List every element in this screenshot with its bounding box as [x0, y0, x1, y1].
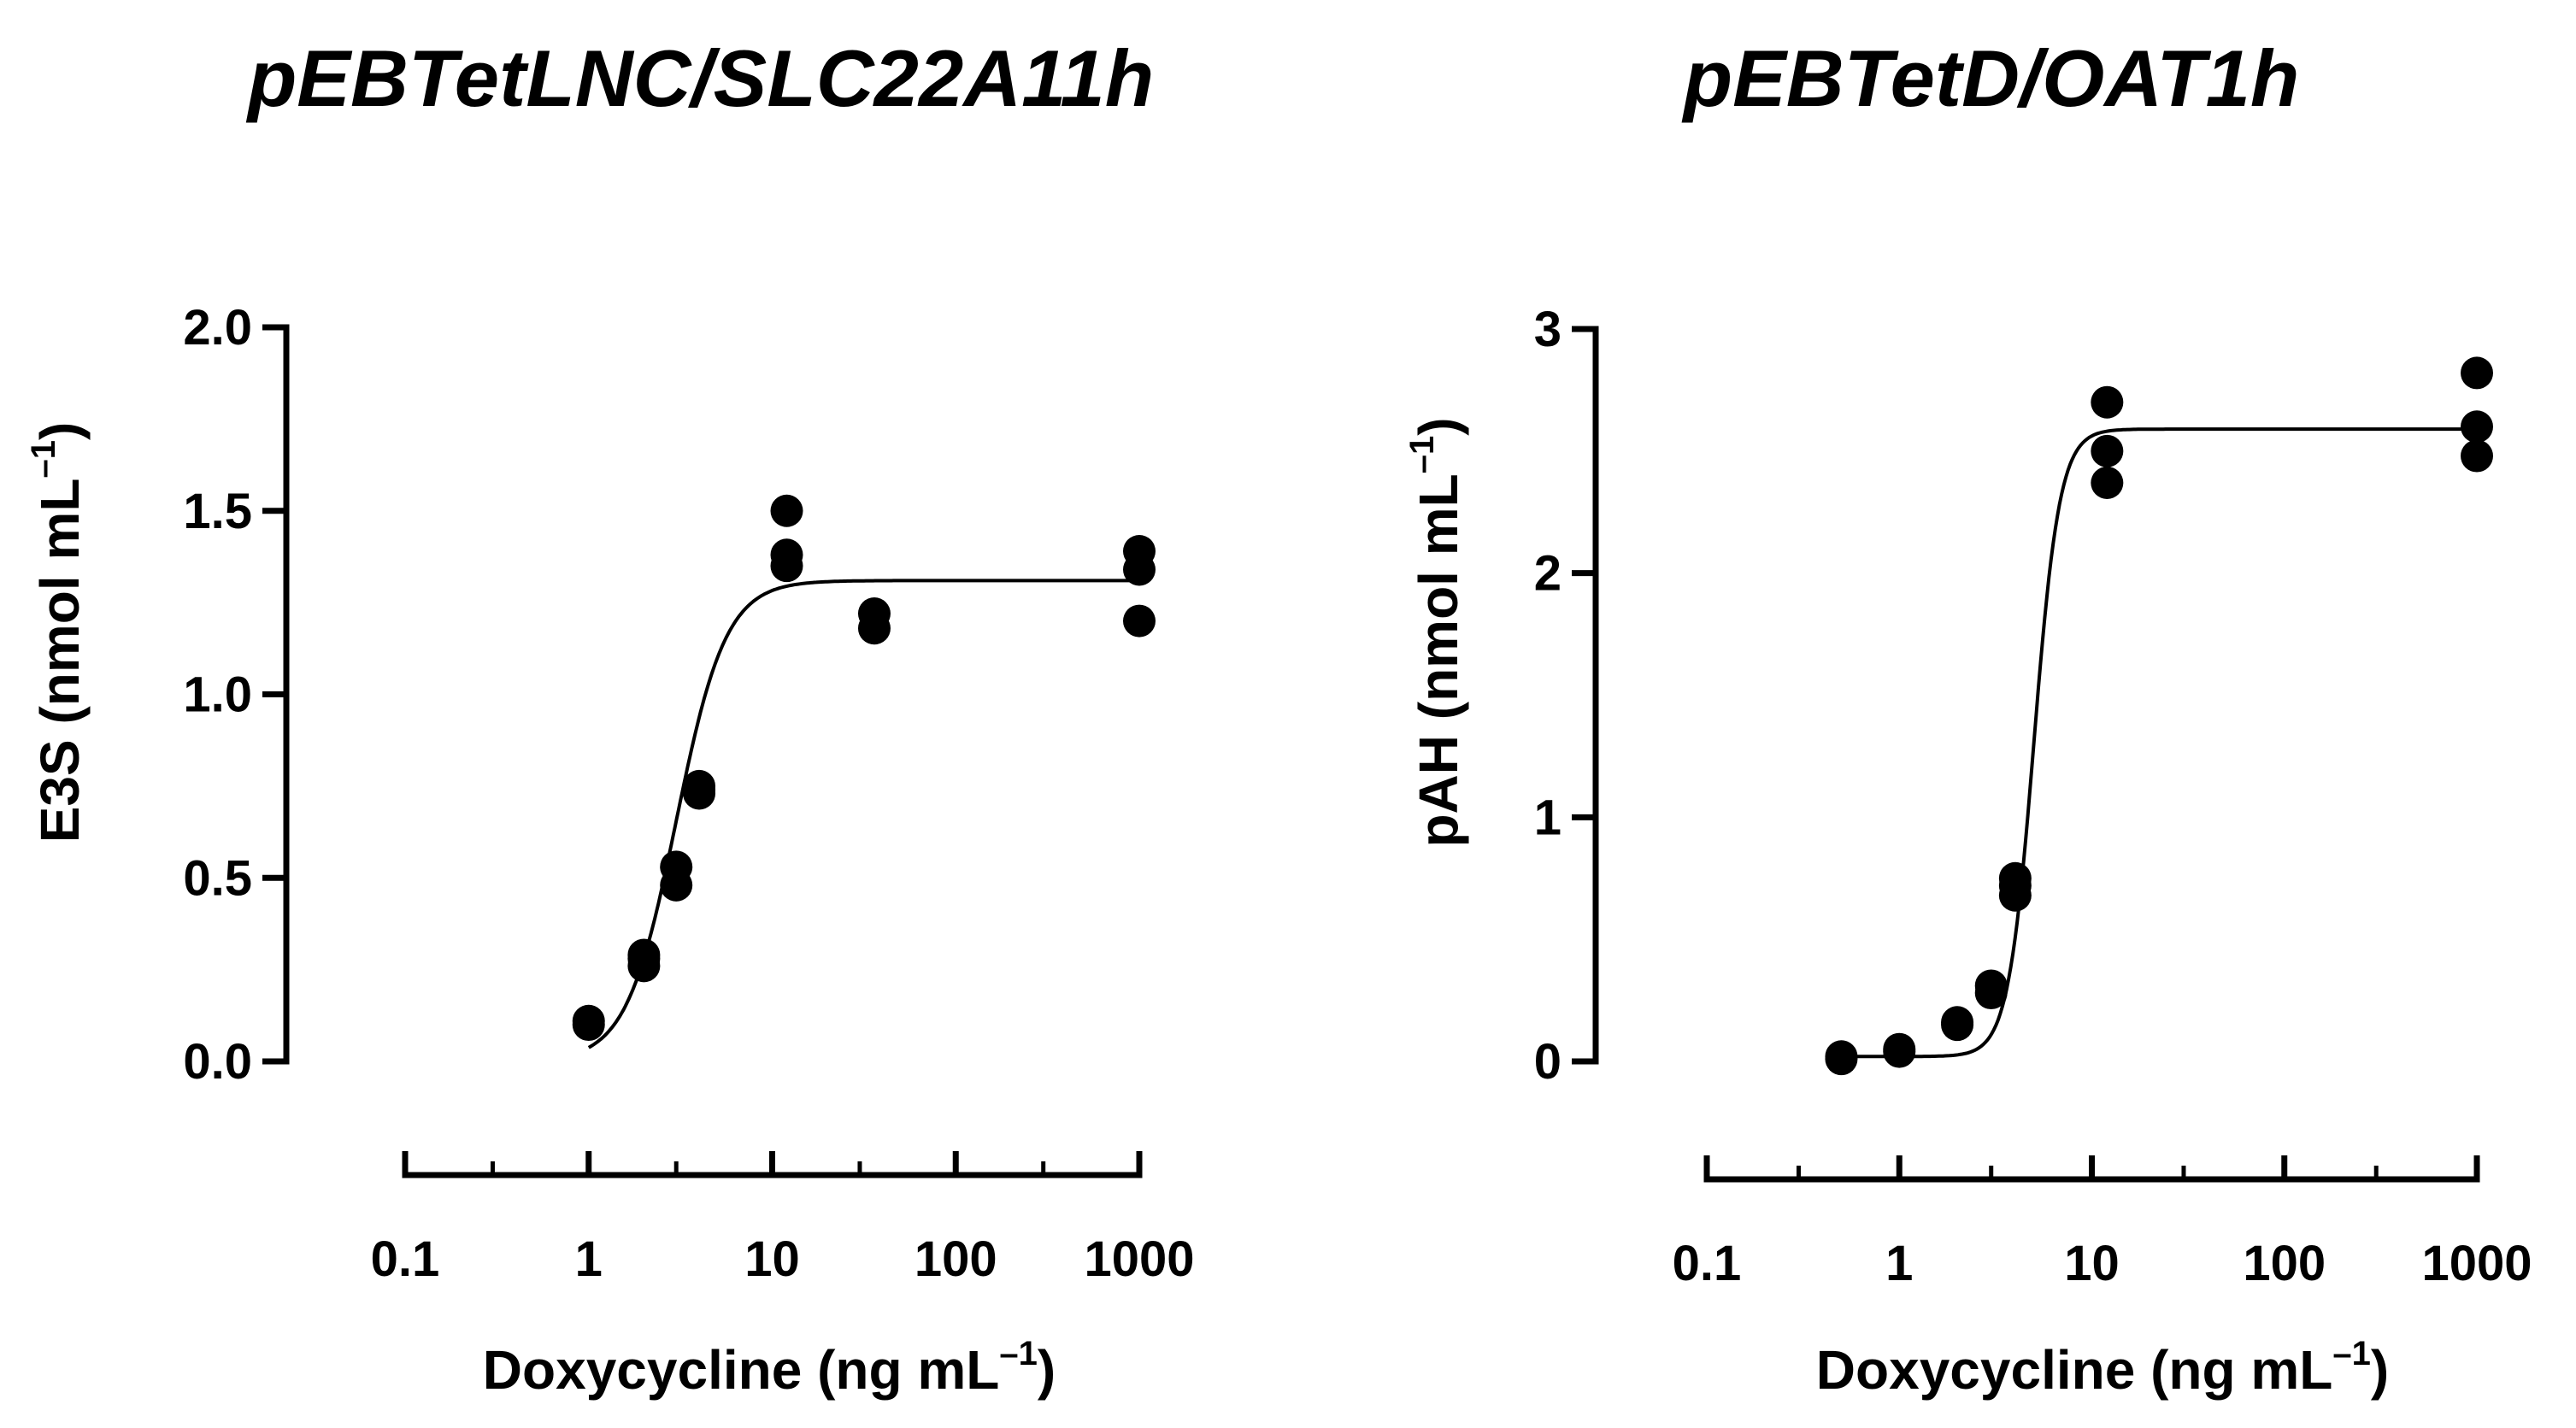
- x-tick-label: 1: [1885, 1236, 1913, 1291]
- x-axis-label-close: ): [2371, 1339, 2389, 1401]
- chart-title: pEBTetD/OAT1h: [1681, 33, 2300, 123]
- data-point: [2461, 410, 2493, 444]
- data-point: [683, 769, 716, 802]
- data-point: [572, 1004, 605, 1037]
- x-axis-label-superscript: –1: [2332, 1335, 2371, 1372]
- x-tick-label: 10: [2064, 1236, 2120, 1291]
- x-tick-label: 100: [915, 1231, 997, 1287]
- y-tick-label: 0: [1534, 1034, 1561, 1090]
- y-tick-label: 1: [1534, 790, 1561, 845]
- data-point: [2461, 356, 2493, 390]
- data-point: [2091, 434, 2124, 467]
- y-axis-label-superscript: –1: [1403, 436, 1441, 474]
- data-point: [770, 538, 803, 572]
- x-axis-label-main: Doxycycline (ng mL: [483, 1339, 1000, 1401]
- y-tick-label: 2.0: [183, 300, 252, 356]
- x-tick-label: 10: [744, 1231, 800, 1287]
- fit-curve: [587, 579, 1139, 1049]
- data-points: [572, 494, 1156, 1042]
- x-axis-label-main: Doxycycline (ng mL: [1816, 1339, 2333, 1401]
- data-point: [1998, 861, 2032, 895]
- y-axis-label: E3S (nmol mL–1): [25, 422, 91, 843]
- x-tick-label: 1000: [1084, 1231, 1194, 1287]
- data-point: [1941, 1006, 1974, 1039]
- data-point: [627, 938, 661, 972]
- axes: 0 1 2 3 0.1 1 10 100 1000: [1534, 302, 2532, 1291]
- data-point: [1123, 534, 1156, 567]
- y-axis-label-superscript: –1: [25, 440, 62, 479]
- y-axis-label-main: E3S (nmol mL: [29, 479, 91, 843]
- data-point: [2091, 385, 2124, 419]
- x-tick-label: 100: [2243, 1236, 2326, 1291]
- y-axis-label-text: E3S (nmol mL–1): [25, 422, 91, 843]
- chart-panel-left: pEBTetLNC/SLC22A11h E3S (nmol mL–1) Doxy…: [25, 33, 1195, 1401]
- chart-panel-right: pEBTetD/OAT1h pAH (nmol mL–1) Doxycyclin…: [1403, 33, 2532, 1401]
- x-tick-label: 1: [575, 1231, 603, 1287]
- x-axis-label: Doxycycline (ng mL–1): [483, 1335, 1056, 1401]
- fit-curve-group: [587, 579, 1139, 1049]
- data-point: [1825, 1043, 1858, 1076]
- data-point: [2461, 439, 2493, 473]
- x-axis-label-superscript: –1: [999, 1335, 1038, 1372]
- data-point: [857, 597, 891, 631]
- chart-title: pEBTetLNC/SLC22A11h: [245, 33, 1154, 123]
- x-axis-label-close: ): [1038, 1339, 1056, 1401]
- fit-curve-group: [1841, 427, 2477, 1059]
- x-tick-label: 0.1: [1673, 1236, 1742, 1291]
- y-tick-label: 1.0: [183, 667, 252, 723]
- y-axis-label-close: ): [1408, 417, 1469, 435]
- y-tick-label: 0.0: [183, 1034, 252, 1090]
- data-point: [1883, 1032, 1916, 1066]
- data-points: [1825, 356, 2493, 1076]
- axes: 0.0 0.5 1.0 1.5 2.0 0.1 1 10 100 1000: [183, 300, 1194, 1287]
- y-axis-label-text: pAH (nmol mL–1): [1403, 417, 1469, 847]
- y-axis-label: pAH (nmol mL–1): [1403, 417, 1469, 847]
- y-axis-label-close: ): [29, 422, 91, 440]
- x-tick-label: 0.1: [371, 1231, 440, 1287]
- data-point: [1974, 969, 2008, 1002]
- y-axis-label-main: pAH (nmol mL: [1408, 473, 1469, 847]
- y-tick-label: 0.5: [183, 850, 252, 906]
- data-point: [660, 850, 693, 884]
- data-point: [770, 494, 803, 527]
- y-tick-label: 1.5: [183, 484, 252, 539]
- fit-curve: [1841, 427, 2477, 1059]
- y-tick-label: 2: [1534, 546, 1561, 602]
- x-axis-label: Doxycycline (ng mL–1): [1816, 1335, 2389, 1401]
- y-tick-label: 3: [1534, 302, 1561, 357]
- data-point: [2091, 466, 2124, 499]
- data-point: [1123, 604, 1156, 638]
- x-tick-label: 1000: [2421, 1236, 2532, 1291]
